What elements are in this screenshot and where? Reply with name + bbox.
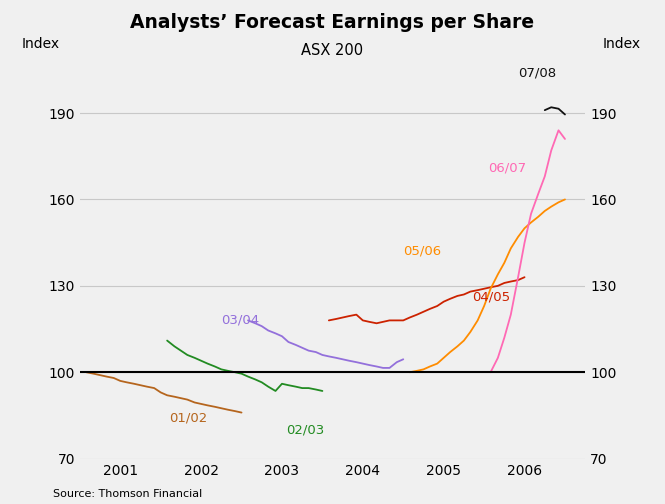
Text: Source: Thomson Financial: Source: Thomson Financial <box>53 489 202 499</box>
Text: 02/03: 02/03 <box>286 423 325 436</box>
Text: Analysts’ Forecast Earnings per Share: Analysts’ Forecast Earnings per Share <box>130 13 535 32</box>
Text: Index: Index <box>22 37 60 51</box>
Text: 04/05: 04/05 <box>472 291 510 304</box>
Text: 05/06: 05/06 <box>403 245 442 258</box>
Text: 03/04: 03/04 <box>221 314 259 327</box>
Text: 07/08: 07/08 <box>518 66 556 79</box>
Text: 01/02: 01/02 <box>169 412 207 425</box>
Text: 06/07: 06/07 <box>488 161 526 174</box>
Text: Index: Index <box>602 37 641 51</box>
Text: ASX 200: ASX 200 <box>301 43 364 58</box>
